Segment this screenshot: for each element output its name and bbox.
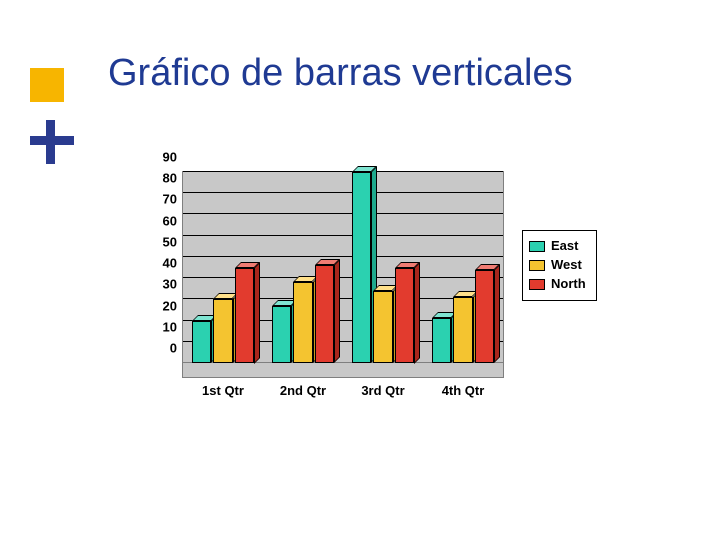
bar-chart: 01020304050607080901st Qtr2nd Qtr3rd Qtr… <box>130 165 600 420</box>
y-tick-label: 10 <box>163 319 177 334</box>
legend-item: West <box>529 256 586 275</box>
decor-square-yellow <box>30 68 64 102</box>
y-tick-label: 40 <box>163 256 177 271</box>
legend-swatch <box>529 279 545 290</box>
plot-area: 01020304050607080901st Qtr2nd Qtr3rd Qtr… <box>182 171 504 378</box>
decor-bar-vertical <box>46 120 55 164</box>
gridline <box>183 213 503 214</box>
gridline <box>183 171 503 172</box>
y-tick-label: 30 <box>163 277 177 292</box>
y-tick-label: 50 <box>163 234 177 249</box>
y-tick-label: 80 <box>163 171 177 186</box>
legend: EastWestNorth <box>522 230 597 301</box>
y-tick-label: 70 <box>163 192 177 207</box>
bar <box>395 268 414 364</box>
legend-label: West <box>551 256 582 275</box>
plot-floor <box>183 362 503 377</box>
bar <box>373 291 392 363</box>
legend-label: East <box>551 237 578 256</box>
bar <box>453 297 472 363</box>
y-tick-label: 60 <box>163 213 177 228</box>
slide-title: Gráfico de barras verticales <box>108 52 573 95</box>
y-tick-label: 90 <box>163 150 177 165</box>
x-tick-label: 2nd Qtr <box>280 383 326 398</box>
gridline <box>183 192 503 193</box>
legend-label: North <box>551 275 586 294</box>
bar <box>192 321 211 363</box>
bar <box>432 318 451 363</box>
bar <box>293 282 312 363</box>
slide: Gráfico de barras verticales 01020304050… <box>0 0 720 540</box>
y-tick-label: 0 <box>170 341 177 356</box>
bar <box>352 172 371 363</box>
gridline <box>183 256 503 257</box>
bar <box>475 270 494 363</box>
legend-swatch <box>529 241 545 252</box>
bar <box>213 299 232 363</box>
gridline <box>183 235 503 236</box>
legend-item: North <box>529 275 586 294</box>
bar <box>235 268 254 364</box>
x-tick-label: 1st Qtr <box>202 383 244 398</box>
legend-swatch <box>529 260 545 271</box>
bar <box>315 265 334 363</box>
x-tick-label: 3rd Qtr <box>361 383 404 398</box>
x-tick-label: 4th Qtr <box>442 383 485 398</box>
y-tick-label: 20 <box>163 298 177 313</box>
legend-item: East <box>529 237 586 256</box>
bar <box>272 306 291 363</box>
gridline <box>183 277 503 278</box>
title-bullet-decor <box>30 68 90 188</box>
